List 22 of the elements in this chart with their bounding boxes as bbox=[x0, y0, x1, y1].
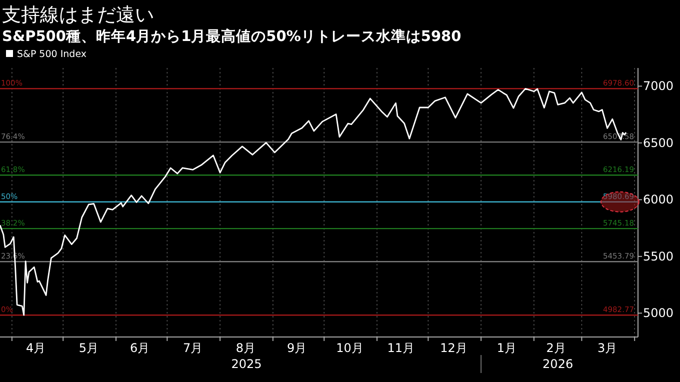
x-tick-label: 5月 bbox=[78, 341, 99, 355]
y-tick-label: 6000 bbox=[643, 192, 674, 207]
chart-subtitle: S&P500種、昨年4月から1月最高値の50%リトレース水準は5980 bbox=[2, 27, 462, 45]
text: 2026 bbox=[542, 357, 574, 371]
x-tick-label: 2月 bbox=[546, 341, 566, 355]
x-tick-label: 10月 bbox=[336, 341, 364, 355]
x-tick-label: 11月 bbox=[387, 341, 415, 355]
x-tick-label: 4月 bbox=[26, 341, 46, 355]
x-tick-label: 12月 bbox=[440, 341, 468, 355]
chart-title: 支持線はまだ遠い bbox=[2, 4, 154, 26]
y-tick-label: 7000 bbox=[643, 79, 674, 94]
y-tick-label: 5000 bbox=[643, 306, 674, 320]
x-tick-label: 8月 bbox=[236, 341, 256, 355]
x-tick-label: 9月 bbox=[287, 341, 307, 355]
legend-label: S&P 500 Index bbox=[17, 49, 87, 60]
text: 2025 bbox=[231, 357, 262, 371]
x-tick-label: 3月 bbox=[597, 341, 618, 355]
y-tick-label: 5500 bbox=[643, 249, 674, 264]
x-tick-label: 7月 bbox=[182, 341, 203, 355]
x-tick-label: 1月 bbox=[496, 341, 516, 355]
y-tick-label: 6500 bbox=[643, 136, 674, 150]
x-tick-label: 6月 bbox=[130, 341, 150, 355]
